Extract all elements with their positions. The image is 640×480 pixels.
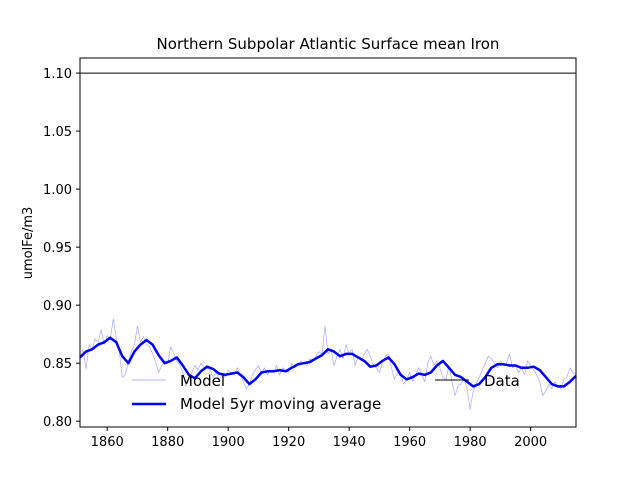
y-tick-label: 1.00	[43, 183, 72, 198]
x-tick-label: 1920	[272, 435, 305, 450]
x-axis: 1860 1880 1900 1920 1940 1960 1980 2000	[91, 427, 547, 450]
legend-label-data: Data	[484, 372, 520, 390]
series-line-model	[79, 318, 577, 410]
y-tick-label: 0.80	[43, 415, 72, 430]
y-tick-label: 0.85	[43, 357, 72, 372]
series-line-moving-average	[79, 336, 577, 388]
y-axis-label: umolFe/m3	[21, 207, 36, 280]
x-tick-label: 1940	[333, 435, 366, 450]
plot-frame	[79, 57, 577, 428]
x-tick-label: 1880	[151, 435, 184, 450]
x-tick-label: 1960	[393, 435, 426, 450]
legend-label-model: Model	[180, 372, 225, 390]
y-tick-label: 0.90	[43, 299, 72, 314]
y-tick-label: 0.95	[43, 241, 72, 256]
x-tick-label: 2000	[514, 435, 547, 450]
legend-label-moving-average: Model 5yr moving average	[180, 395, 381, 413]
x-tick-label: 1980	[454, 435, 487, 450]
y-axis: 0.80 0.85 0.90 0.95 1.00 1.05 1.10	[43, 67, 80, 430]
y-tick-label: 1.10	[43, 67, 72, 82]
x-tick-label: 1860	[91, 435, 124, 450]
chart-title: Northern Subpolar Atlantic Surface mean …	[157, 35, 500, 53]
series-layer	[79, 72, 577, 410]
legend: Model Model 5yr moving average Data	[132, 372, 520, 413]
y-tick-label: 1.05	[43, 125, 72, 140]
x-tick-label: 1900	[212, 435, 245, 450]
